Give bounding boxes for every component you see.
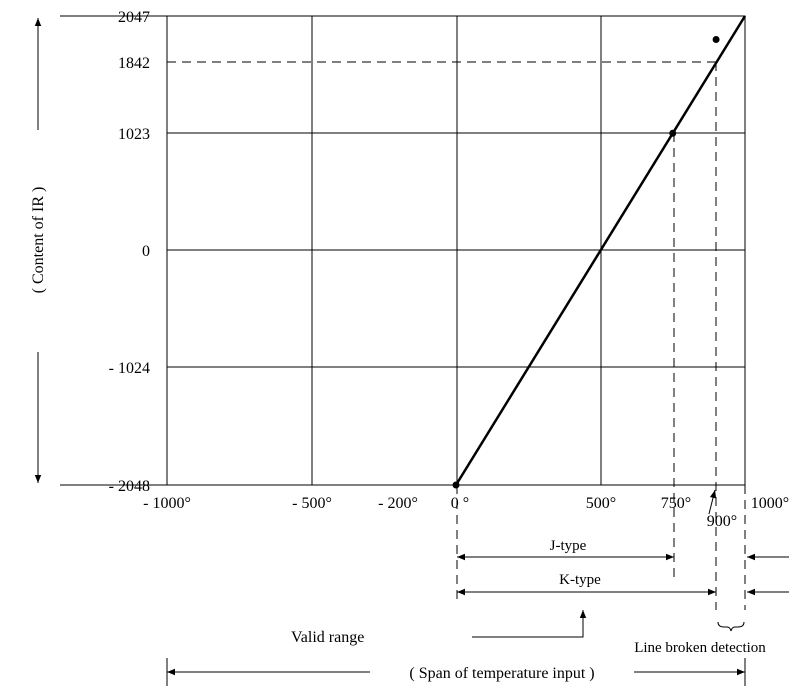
x-tick-label: 900° <box>707 513 737 530</box>
y-tick-label: 1842 <box>118 55 150 72</box>
series-layer <box>452 15 747 489</box>
k-type-range: K-type <box>457 572 716 596</box>
k-type-label: K-type <box>559 572 601 588</box>
x-tick-label: - 1000° <box>143 495 191 512</box>
x-tick-label: 1000° <box>751 495 789 512</box>
plot-frame <box>166 15 746 486</box>
data-point <box>452 481 460 489</box>
y-tick-label: - 2048 <box>109 478 150 495</box>
x-axis-title: ( Span of temperature input ) <box>409 665 594 682</box>
x-tick-label: 750° <box>661 495 691 512</box>
valid-range: Valid range <box>291 610 587 646</box>
y-axis-title-group: ( Content of IR ) <box>30 18 47 483</box>
j-type-label: J-type <box>550 538 587 554</box>
y-tick-label: 1023 <box>118 126 150 143</box>
y-tick-label: 2047 <box>118 9 150 26</box>
y-tick-labels: 2047 1842 1023 0 - 1024 - 2048 <box>109 9 150 495</box>
series-line <box>454 15 747 486</box>
line-broken-arrows <box>717 553 789 632</box>
data-point <box>669 129 677 137</box>
y-axis-title: ( Content of IR ) <box>30 187 47 294</box>
line-broken-label: Line broken detection <box>634 640 766 656</box>
j-type-range: J-type <box>457 538 674 561</box>
y-tick-extensions <box>60 15 167 486</box>
x-axis-title-group: ( Span of temperature input ) <box>166 658 746 686</box>
x-tick-label: - 200° <box>378 495 418 512</box>
line-broken-brace <box>717 621 745 632</box>
valid-range-label: Valid range <box>291 629 364 646</box>
valid-range-leader <box>472 610 587 638</box>
pointer-900 <box>708 489 717 515</box>
x-tick-label: 0 ° <box>451 495 469 512</box>
x-tick-label: - 500° <box>292 495 332 512</box>
x-tick-label: 500° <box>586 495 616 512</box>
y-tick-label: 0 <box>142 243 150 260</box>
data-point <box>712 35 720 43</box>
reference-lines <box>167 61 746 610</box>
x-tick-labels: - 1000° - 500° - 200° 0 ° 500° 750° 900°… <box>143 495 789 530</box>
y-tick-label: - 1024 <box>109 360 150 377</box>
